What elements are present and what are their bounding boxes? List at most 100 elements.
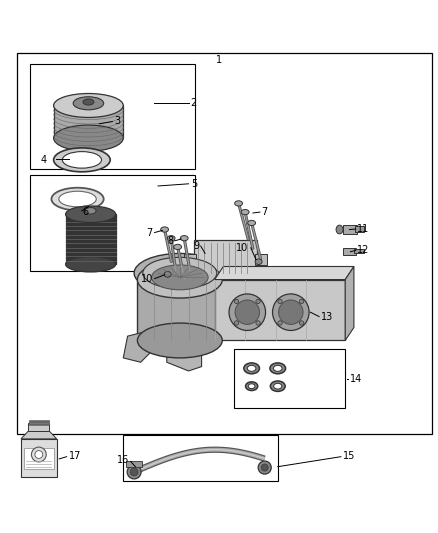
Ellipse shape xyxy=(66,206,116,223)
Ellipse shape xyxy=(73,97,104,110)
Ellipse shape xyxy=(261,464,268,471)
Text: 9: 9 xyxy=(193,240,199,251)
Text: 13: 13 xyxy=(321,312,333,321)
Bar xyxy=(343,248,356,255)
Ellipse shape xyxy=(164,271,171,277)
Bar xyxy=(255,254,267,265)
Text: 7: 7 xyxy=(261,207,268,217)
Text: 6: 6 xyxy=(82,207,88,217)
Bar xyxy=(24,448,54,470)
Text: 10: 10 xyxy=(141,273,153,284)
Polygon shape xyxy=(167,345,201,371)
Circle shape xyxy=(32,447,46,462)
Polygon shape xyxy=(345,266,354,341)
Bar xyxy=(354,249,364,253)
Bar xyxy=(234,349,345,408)
Bar xyxy=(126,462,142,467)
Circle shape xyxy=(272,294,309,330)
Bar xyxy=(21,439,57,477)
Text: 5: 5 xyxy=(191,179,197,189)
Ellipse shape xyxy=(248,220,255,225)
Polygon shape xyxy=(123,332,156,362)
Ellipse shape xyxy=(247,365,256,372)
Ellipse shape xyxy=(127,465,141,479)
Ellipse shape xyxy=(161,227,169,232)
Ellipse shape xyxy=(248,384,255,389)
Text: 10: 10 xyxy=(237,243,249,253)
Bar xyxy=(29,424,49,425)
Bar xyxy=(215,279,345,341)
Ellipse shape xyxy=(258,461,271,474)
Ellipse shape xyxy=(66,257,116,272)
Polygon shape xyxy=(53,106,123,138)
Ellipse shape xyxy=(138,323,222,358)
Circle shape xyxy=(234,299,239,304)
Bar xyxy=(29,422,49,424)
Ellipse shape xyxy=(53,93,123,117)
Ellipse shape xyxy=(83,99,94,105)
Circle shape xyxy=(279,300,303,325)
Circle shape xyxy=(300,299,304,304)
Text: 3: 3 xyxy=(115,116,121,126)
Ellipse shape xyxy=(51,188,104,211)
Text: 4: 4 xyxy=(41,155,47,165)
Circle shape xyxy=(234,321,239,325)
Ellipse shape xyxy=(270,381,285,391)
Bar xyxy=(29,419,49,421)
Ellipse shape xyxy=(53,125,123,151)
Ellipse shape xyxy=(255,259,262,264)
Circle shape xyxy=(256,321,260,325)
Polygon shape xyxy=(21,431,57,439)
Circle shape xyxy=(235,300,259,325)
Text: 14: 14 xyxy=(350,374,362,384)
Ellipse shape xyxy=(246,382,258,391)
Bar xyxy=(123,435,278,481)
Ellipse shape xyxy=(336,225,343,234)
Ellipse shape xyxy=(62,151,102,168)
Bar xyxy=(184,254,196,265)
Ellipse shape xyxy=(174,244,182,249)
Bar xyxy=(194,240,257,275)
Ellipse shape xyxy=(152,265,208,290)
Text: 16: 16 xyxy=(117,455,129,465)
Bar xyxy=(17,53,432,434)
Ellipse shape xyxy=(270,363,286,374)
Ellipse shape xyxy=(138,261,222,298)
Ellipse shape xyxy=(59,191,96,207)
Polygon shape xyxy=(215,266,354,279)
Bar xyxy=(28,423,49,431)
Ellipse shape xyxy=(134,254,226,293)
Ellipse shape xyxy=(85,207,96,214)
Text: 15: 15 xyxy=(343,451,355,461)
Text: 1: 1 xyxy=(216,55,222,65)
Ellipse shape xyxy=(241,209,249,215)
Ellipse shape xyxy=(167,236,175,241)
Circle shape xyxy=(278,299,282,304)
Bar xyxy=(29,421,49,422)
Text: 7: 7 xyxy=(147,228,153,238)
Text: 8: 8 xyxy=(167,236,173,246)
Circle shape xyxy=(256,299,260,304)
Bar xyxy=(30,64,195,168)
Bar xyxy=(355,227,364,232)
Circle shape xyxy=(300,321,304,325)
Ellipse shape xyxy=(274,383,282,389)
Text: 2: 2 xyxy=(191,98,197,108)
Ellipse shape xyxy=(244,363,259,374)
Ellipse shape xyxy=(273,365,282,372)
Ellipse shape xyxy=(143,257,217,289)
Text: 17: 17 xyxy=(69,451,81,461)
Bar xyxy=(30,175,195,271)
Circle shape xyxy=(229,294,265,330)
Text: 12: 12 xyxy=(357,245,370,255)
Bar xyxy=(138,279,222,341)
Bar xyxy=(343,225,357,234)
Circle shape xyxy=(35,450,43,458)
Bar xyxy=(66,214,116,264)
Ellipse shape xyxy=(235,201,243,206)
Ellipse shape xyxy=(130,468,138,476)
Ellipse shape xyxy=(180,236,188,241)
Ellipse shape xyxy=(53,148,110,172)
Circle shape xyxy=(278,321,282,325)
Text: 11: 11 xyxy=(357,224,370,233)
